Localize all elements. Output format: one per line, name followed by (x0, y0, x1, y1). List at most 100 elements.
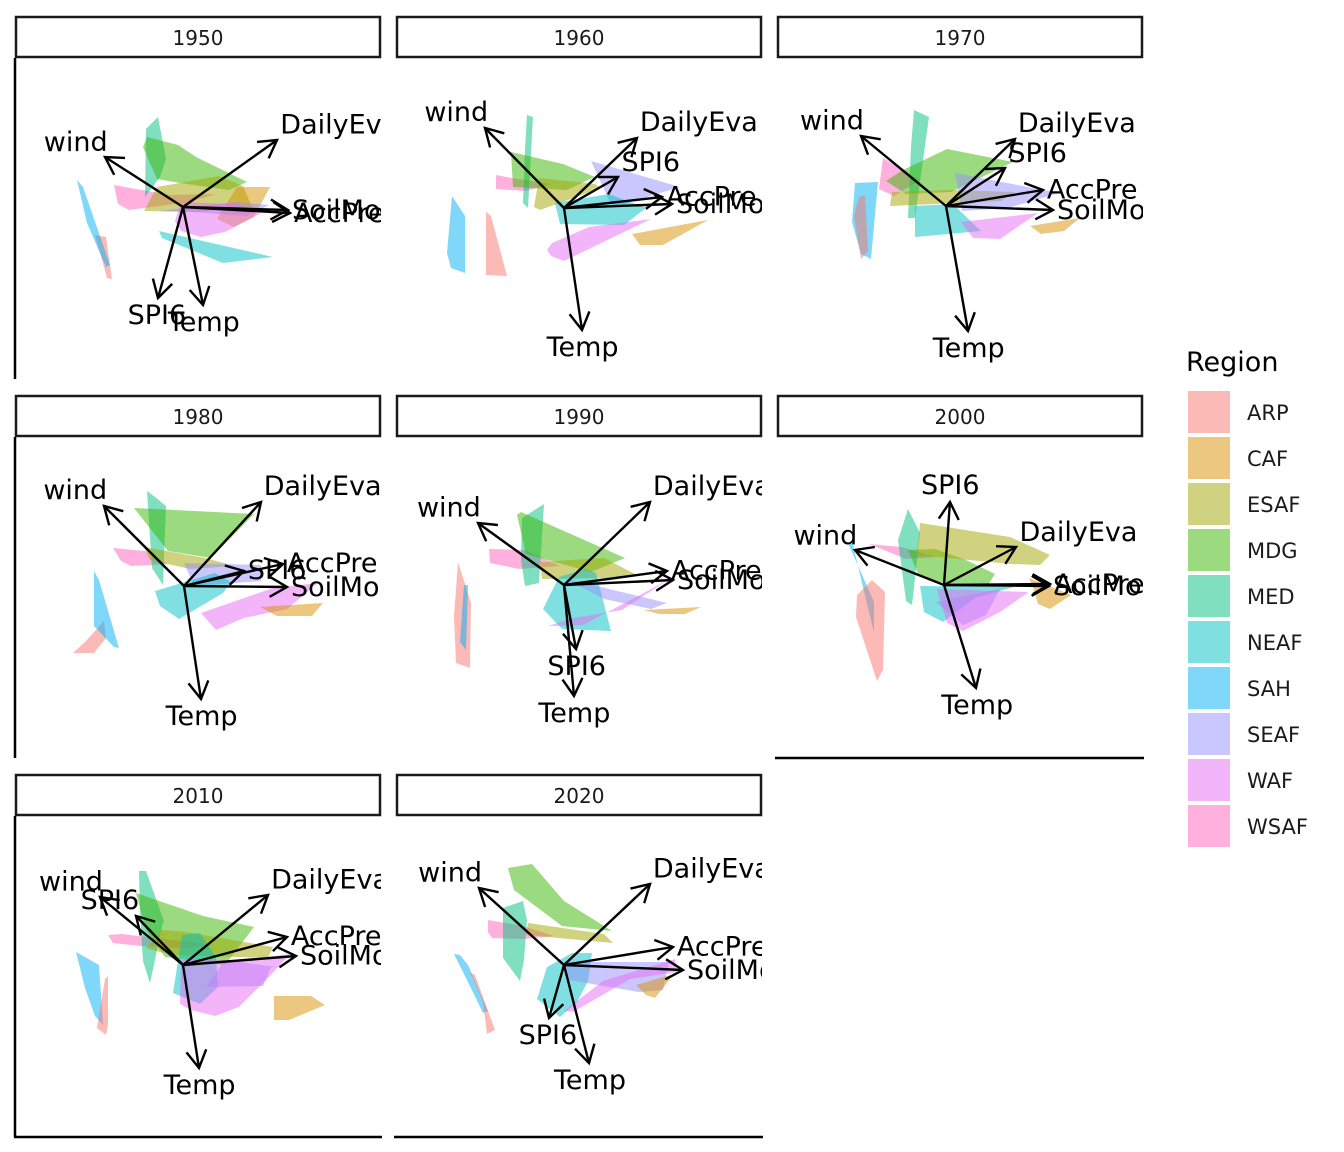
arrow-accpre: AccPre (943, 569, 1145, 600)
hull-sah (77, 180, 110, 267)
hull-mdg (908, 549, 995, 586)
arrow-spi6: SPI6 (945, 138, 1067, 208)
arrow-shaft (945, 166, 1006, 208)
legend-item-arp: ARP (1188, 391, 1289, 433)
arrow-head (653, 193, 675, 216)
legend-item-caf: CAF (1188, 437, 1288, 479)
arrow-dailyeva: DailyEva (182, 110, 381, 208)
hull-caf (274, 996, 325, 1020)
arrow-shaft (182, 894, 269, 966)
legend-label: MED (1247, 585, 1295, 609)
arrow-label-dailyeva: DailyEva (271, 865, 389, 896)
arrow-dailyeva: DailyEva (183, 471, 381, 587)
hull-sah (94, 571, 119, 648)
arrow-shaft (942, 584, 978, 689)
hull-neaf (159, 231, 273, 263)
arrow-label-accpre: AccPre (1054, 569, 1145, 600)
hull-esaf (534, 178, 601, 210)
arrow-shaft (103, 505, 185, 587)
legend-swatch (1188, 667, 1230, 709)
arrow-dailyeva: DailyEva (563, 107, 758, 209)
arrow-temp: Temp (932, 205, 1005, 364)
arrow-head (188, 285, 211, 308)
legend-swatch (1188, 713, 1230, 755)
strip-box (395, 394, 763, 438)
arrow-label-temp: Temp (537, 698, 610, 729)
arrow-temp: Temp (537, 584, 610, 729)
strip-label: 2010 (173, 784, 224, 808)
arrow-head (241, 500, 263, 522)
hull-arp (486, 212, 507, 276)
arrow-shaft (563, 569, 668, 587)
legend-label: SEAF (1247, 723, 1300, 747)
arrow-shaft (563, 963, 684, 972)
arrow-label-spi6: SPI6 (547, 651, 606, 682)
arrow-head (630, 500, 652, 522)
panel-axes (13, 816, 382, 1139)
arrow-label-wind: wind (424, 97, 488, 128)
arrow-label-spi6: SPI6 (81, 885, 140, 916)
arrow-spi6: SPI6 (128, 206, 186, 331)
strip-box (14, 394, 382, 438)
arrow-temp: Temp (546, 207, 619, 363)
arrow-shaft (854, 548, 945, 587)
strip-box (395, 773, 763, 817)
strip-label: 1960 (554, 26, 605, 50)
arrow-temp: Temp (167, 206, 240, 338)
arrow-head (277, 946, 299, 969)
arrow-label-wind: wind (39, 867, 103, 898)
arrow-head (185, 1048, 208, 1071)
arrow-shaft (182, 139, 278, 208)
strip-label: 2000 (935, 405, 986, 429)
facet-strip: 2000 (776, 394, 1144, 438)
arrow-shaft (183, 569, 245, 588)
arrow-soilmo: SoilMo (183, 572, 379, 603)
arrow-shaft (944, 205, 970, 332)
arrow-shaft (477, 522, 565, 586)
strip-box (14, 15, 382, 59)
arrow-label-soilmo: SoilMo (1053, 571, 1141, 602)
arrow-head (984, 166, 1008, 187)
arrow-shaft (181, 964, 201, 1069)
arrow-shaft (182, 935, 288, 967)
arrow-label-temp: Temp (553, 1065, 626, 1096)
arrow-head (664, 958, 686, 981)
arrow-shaft (135, 915, 184, 966)
arrow-head (859, 134, 881, 156)
arrow-label-wind: wind (43, 475, 107, 506)
legend-item-wsaf: WSAF (1188, 805, 1308, 847)
arrow-label-accpre: AccPre (671, 556, 762, 587)
arrow-label-accpre: AccPre (677, 931, 768, 962)
strip-box (776, 15, 1144, 59)
arrow-head (476, 521, 499, 542)
arrow-head (1023, 181, 1046, 204)
hull-arp (97, 976, 108, 1035)
arrow-accpre: AccPre (563, 931, 768, 967)
arrow-head (477, 886, 499, 908)
legend-label: SAH (1247, 677, 1291, 701)
arrow-shaft (563, 202, 673, 210)
arrow-soilmo: SoilMo (182, 195, 380, 226)
arrow-accpre: AccPre (563, 182, 757, 213)
legend-label: MDG (1247, 539, 1298, 563)
legend-swatch (1188, 483, 1230, 525)
arrow-label-wind: wind (417, 493, 481, 524)
arrow-head (960, 668, 982, 691)
arrow-label-dailyeva: DailyEva (1020, 517, 1138, 548)
hull-waf (961, 213, 1038, 239)
arrow-head (598, 175, 621, 195)
hull-sah (447, 196, 465, 273)
facet-strip: 1980 (14, 394, 382, 438)
hull-caf (260, 603, 323, 616)
arrow-shaft (942, 501, 952, 586)
legend-item-sah: SAH (1188, 667, 1291, 709)
arrow-head (954, 311, 976, 334)
legend-swatch (1188, 759, 1230, 801)
arrow-label-dailyeva: DailyEva (653, 853, 771, 884)
